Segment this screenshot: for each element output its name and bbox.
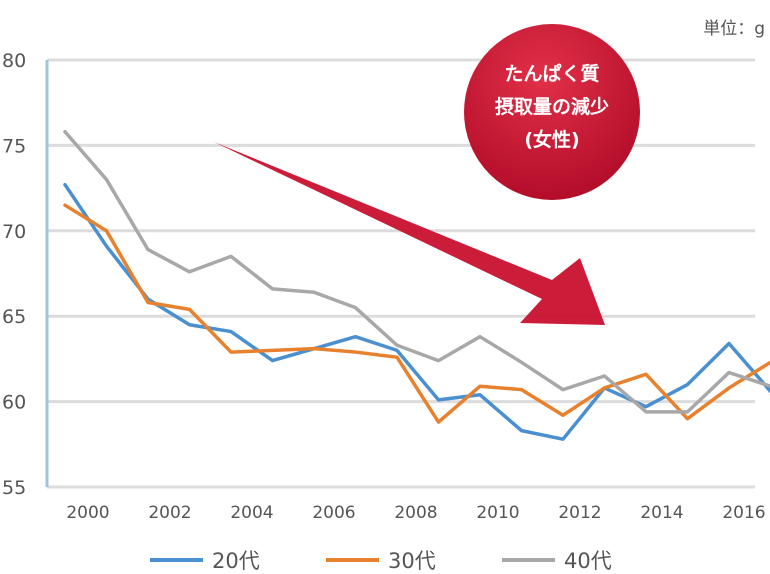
legend-label-20s: 20代 <box>212 549 260 573</box>
legend-label-40s: 40代 <box>564 549 612 573</box>
grid-lines <box>47 58 755 489</box>
y-tick-label: 80 <box>2 50 26 72</box>
legend: 20代 30代 40代 <box>150 549 612 573</box>
y-tick-label: 65 <box>2 306 26 328</box>
x-axis-ticks: 2000 2002 2004 2006 2008 2010 2012 2014 2016 <box>66 503 765 523</box>
x-tick-label: 2006 <box>312 503 355 523</box>
annotation-badge: たんぱく質 摂取量の減少 (女性) <box>464 24 640 200</box>
x-tick-label: 2002 <box>148 503 191 523</box>
trend-arrow-shape <box>214 142 605 325</box>
x-tick-label: 2000 <box>66 503 109 523</box>
series-line-2 <box>63 129 770 414</box>
annotation-badge-circle <box>464 24 640 200</box>
x-tick-label: 2010 <box>476 503 519 523</box>
annotation-line-3: (女性) <box>524 128 579 151</box>
series-line-0 <box>63 182 770 441</box>
series-line-1 <box>63 203 770 424</box>
annotation-line-2: 摂取量の減少 <box>495 95 609 118</box>
trend-arrow <box>214 142 605 325</box>
y-tick-label: 75 <box>2 135 26 157</box>
series-lines <box>63 129 770 441</box>
legend-label-30s: 30代 <box>388 549 436 573</box>
x-tick-label: 2008 <box>394 503 437 523</box>
x-tick-label: 2012 <box>558 503 601 523</box>
x-tick-label: 2004 <box>230 503 273 523</box>
y-axis-ticks: 55 60 65 70 75 80 <box>2 50 26 499</box>
unit-label: 単位：g <box>703 19 765 39</box>
annotation-line-1: たんぱく質 <box>504 62 599 85</box>
y-tick-label: 60 <box>2 392 26 414</box>
legend-item-20s: 20代 <box>150 549 260 573</box>
y-tick-label: 70 <box>2 221 26 243</box>
x-tick-label: 2016 <box>722 503 765 523</box>
legend-item-40s: 40代 <box>502 549 612 573</box>
y-tick-label: 55 <box>2 477 26 499</box>
legend-item-30s: 30代 <box>326 549 436 573</box>
x-tick-label: 2014 <box>640 503 683 523</box>
